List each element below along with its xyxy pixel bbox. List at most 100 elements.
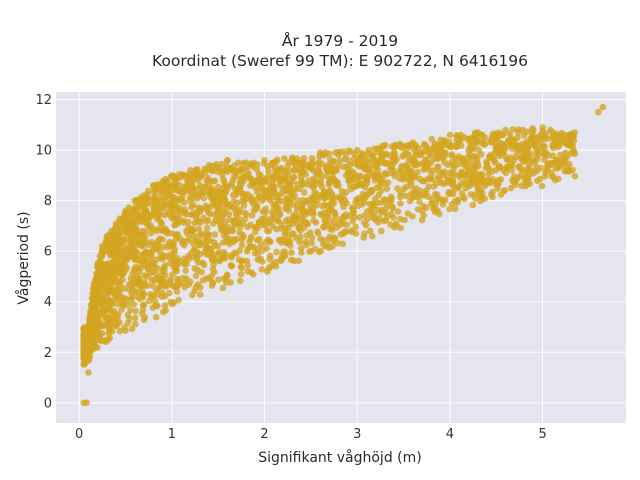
scatter-point: [218, 160, 226, 168]
scatter-point: [131, 314, 139, 322]
scatter-point: [338, 199, 346, 206]
scatter-point: [129, 286, 136, 294]
scatter-point: [126, 253, 134, 261]
scatter-point: [479, 140, 487, 148]
scatter-point: [150, 182, 157, 189]
scatter-point: [247, 243, 254, 250]
scatter-point: [368, 206, 375, 213]
scatter-point: [258, 266, 266, 273]
scatter-point: [214, 183, 222, 191]
scatter-point: [381, 196, 389, 203]
scatter-point: [494, 185, 501, 192]
scatter-point: [161, 302, 169, 309]
scatter-point: [109, 321, 117, 328]
scatter-point: [251, 249, 259, 257]
scatter-point: [490, 155, 498, 163]
scatter-point: [107, 297, 115, 305]
scatter-point: [125, 281, 133, 288]
scatter-point: [208, 272, 215, 280]
scatter-point: [287, 189, 295, 197]
chart-title-line2: Koordinat (Sweref 99 TM): E 902722, N 64…: [152, 52, 528, 70]
scatter-point: [488, 137, 496, 144]
scatter-point: [391, 172, 399, 180]
scatter-point: [253, 161, 261, 168]
scatter-point: [173, 288, 181, 295]
scatter-point: [94, 260, 101, 268]
scatter-point: [402, 150, 409, 158]
scatter-point: [132, 214, 140, 221]
scatter-point: [81, 358, 88, 366]
scatter-point: [109, 289, 116, 296]
scatter-point: [271, 189, 278, 197]
scatter-point: [96, 299, 104, 307]
scatter-point: [254, 177, 262, 185]
scatter-point: [306, 248, 313, 255]
scatter-point: [87, 310, 94, 318]
scatter-point: [320, 223, 327, 231]
scatter-point: [187, 278, 194, 285]
scatter-point: [135, 288, 142, 296]
scatter-point: [431, 140, 438, 147]
scatter-point: [127, 235, 135, 242]
scatter-point: [399, 142, 406, 149]
y-tick-label: 0: [44, 396, 52, 411]
scatter-point: [195, 259, 202, 266]
scatter-point: [373, 174, 380, 182]
scatter-point: [138, 218, 146, 225]
scatter-point: [191, 265, 198, 272]
scatter-point: [407, 168, 415, 175]
scatter-point: [214, 250, 221, 258]
scatter-point: [239, 257, 246, 265]
scatter-point: [114, 236, 121, 244]
scatter-point: [195, 185, 202, 192]
scatter-point: [192, 284, 200, 291]
scatter-point: [106, 306, 114, 313]
scatter-point: [302, 238, 310, 246]
scatter-point: [469, 174, 476, 182]
scatter-point: [220, 194, 228, 201]
scatter-point: [198, 268, 205, 276]
scatter-point: [376, 182, 383, 190]
scatter-point: [305, 177, 313, 184]
scatter-point: [285, 219, 293, 227]
scatter-point: [191, 191, 198, 199]
scatter-point: [174, 220, 181, 227]
scatter-point: [454, 196, 462, 203]
scatter-point: [352, 183, 359, 190]
scatter-point: [365, 166, 373, 173]
scatter-point: [228, 251, 236, 259]
scatter-point: [507, 154, 515, 161]
scatter-point: [90, 315, 97, 323]
scatter-point: [108, 240, 116, 247]
scatter-point: [433, 191, 441, 198]
scatter-point: [599, 103, 607, 111]
scatter-point: [101, 321, 108, 329]
scatter-point: [536, 175, 544, 183]
scatter-point: [297, 227, 304, 234]
scatter-point: [564, 153, 571, 160]
data-points: [80, 103, 607, 407]
scatter-point: [236, 216, 243, 223]
chart-title-line1: År 1979 - 2019: [282, 31, 398, 50]
scatter-point: [131, 197, 139, 204]
scatter-point: [244, 262, 252, 269]
scatter-point: [457, 171, 464, 179]
scatter-point: [498, 130, 506, 138]
scatter-point: [136, 251, 143, 258]
scatter-point: [320, 237, 327, 244]
scatter-point: [100, 268, 108, 276]
scatter-point: [446, 131, 454, 139]
scatter-point: [200, 214, 207, 222]
scatter-point: [212, 163, 219, 170]
scatter-point: [85, 323, 92, 331]
scatter-point: [427, 175, 434, 183]
scatter-point: [492, 166, 500, 174]
scatter-point: [450, 183, 458, 191]
scatter-point: [312, 219, 320, 226]
scatter-point: [449, 142, 456, 149]
scatter-point: [394, 208, 402, 215]
scatter-point: [180, 219, 188, 226]
scatter-point: [322, 194, 329, 202]
scatter-point: [159, 289, 166, 297]
scatter-point: [420, 166, 428, 173]
